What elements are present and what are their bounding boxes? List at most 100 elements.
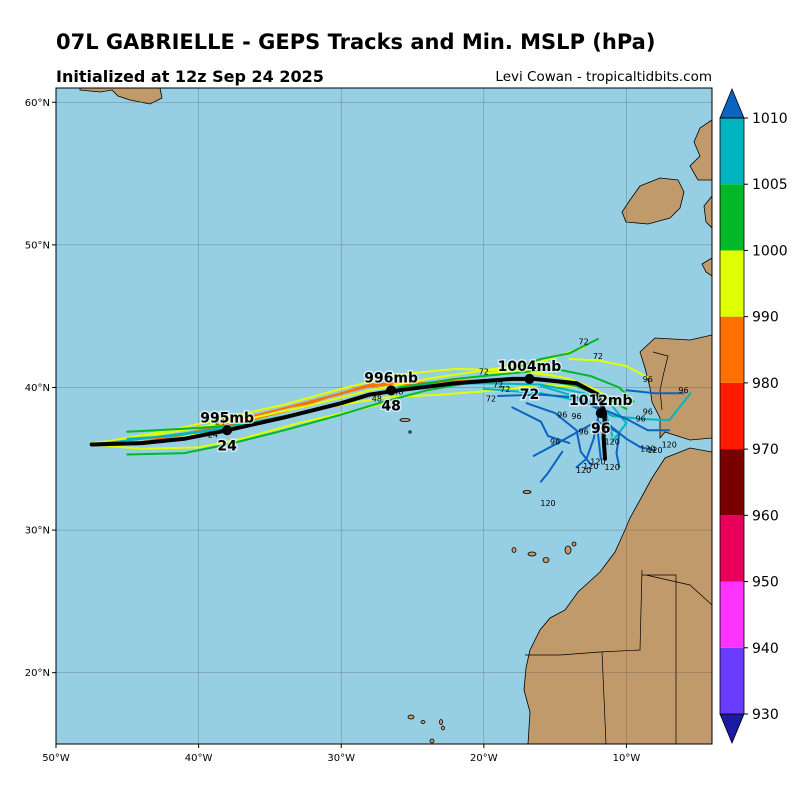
land-layer [79,88,712,744]
hour-marker-label: 24 [208,430,218,439]
lon-tick-label: 10°W [613,753,641,764]
forecast-hour-labels: 7272727272729696969696969696120120120120… [208,338,689,508]
colorbar-extend-low [719,713,745,745]
colorbar-segment [720,382,744,450]
pressure-24-dot [222,425,233,436]
lon-tick-label: 50°W [42,753,70,764]
colorbar-segment [720,250,744,317]
hour-marker-label: 72 [486,395,496,404]
hour-marker-label: 96 [643,408,653,417]
colorbar-segment [720,647,744,714]
member-track [511,338,599,370]
hour-marker-label: 120 [576,466,591,475]
hour-marker-label: 96 [636,415,646,424]
pressure-24-hour: 24 [217,438,237,454]
member-track [596,412,656,452]
hour-marker-label: 48 [393,388,403,397]
hour-marker-label: 120 [640,445,655,454]
hour-marker-label: 24 [215,418,225,427]
colorbar-tick-label: 970 [752,442,779,458]
member-track [625,389,685,395]
cape-verde-island-5 [429,738,435,744]
canary-island [542,557,550,563]
member-track [90,346,585,445]
hour-marker-label: 72 [493,380,503,389]
member-track [525,402,592,466]
lon-tick-label: 30°W [327,753,355,764]
lat-tick-label: 60°N [25,98,50,109]
mean-track-line [89,376,607,461]
colorbar-segment [720,449,744,516]
pressure-24-mslp: 995mb [200,410,254,426]
cape-verde-island-4 [441,725,445,731]
member-track [397,367,635,403]
pressure-72-hour: 72 [520,387,539,403]
member-track [112,367,557,442]
hour-marker-label: 120 [590,457,605,466]
pressure-48-dot [386,385,397,396]
member-track [575,417,599,469]
hour-marker-label: 120 [605,463,620,472]
member-track [596,420,621,469]
colorbar-tick-label: 940 [752,641,779,657]
member-track [511,406,571,445]
member-track [482,387,692,422]
colorbar-frame [719,117,745,715]
colorbar-tick-label: 980 [752,376,779,392]
hour-marker-label: 96 [571,412,581,421]
colorbar-tick-label: 930 [752,707,779,723]
hour-marker-label: 120 [662,440,677,449]
pressure-96-mslp: 1012mb [569,393,633,409]
hour-marker-label: 120 [605,438,620,447]
colorbar-segment [720,184,744,251]
pressure-72-mslp: 1004mb [498,359,562,375]
axis-ticks: 60°N 50°N 40°N 30°N 20°N 50°W 40°W 30°W 20°W 10°W [25,98,641,764]
hour-marker-label: 72 [593,352,603,361]
hour-marker-label: 120 [540,499,555,508]
lon-tick-label: 20°W [470,753,498,764]
canary-island-4 [564,545,572,555]
pressure-48-hour: 48 [381,398,400,414]
colorbar-tick-label: 1005 [752,177,788,193]
lat-tick-label: 40°N [25,383,50,394]
hour-marker-label: 96 [550,438,560,447]
hour-marker-label: 72 [579,338,589,347]
lat-tick-label: 30°N [25,526,50,537]
azores-island [399,417,411,422]
country-borders [525,351,712,744]
member-track [126,425,229,433]
credit-label: Levi Cowan - tropicaltidbits.com [495,69,712,85]
colorbar-segment [720,118,744,185]
france-edge-landmass [701,257,712,277]
hour-marker-label: 96 [557,410,567,419]
pressure-96-hour: 96 [591,421,610,437]
cape-verde-island [407,714,415,720]
colorbar-segment [720,316,744,383]
lon-tick-label: 40°W [185,753,213,764]
lat-tick-label: 50°N [25,240,50,251]
africa-iberia-landmass [523,334,712,744]
ensemble-mean-track [89,376,607,461]
colorbar-tick-label: 950 [752,575,779,591]
pressure-72-dot [524,373,535,384]
cape-verde-island-3 [439,719,443,725]
colorbar-segment [720,515,744,582]
canary-island-5 [571,541,577,547]
colorbar-tick-label: 1000 [752,243,788,259]
azores-island-2 [384,405,392,409]
colorbar-segment [720,581,744,648]
hour-marker-label: 48 [372,395,382,404]
map-frame [55,87,713,745]
hour-marker-label: 96 [678,386,688,395]
hour-marker-label: 96 [579,428,589,437]
figure-title: 07L GABRIELLE - GEPS Tracks and Min. MSL… [56,30,656,54]
member-track [568,358,649,379]
ireland-landmass [621,177,685,225]
hour-marker-label: 72 [500,385,510,394]
colorbar-extend-high [719,87,745,119]
member-track [539,450,564,483]
lat-tick-label: 20°N [25,668,50,679]
iceland-landmass [79,88,163,105]
